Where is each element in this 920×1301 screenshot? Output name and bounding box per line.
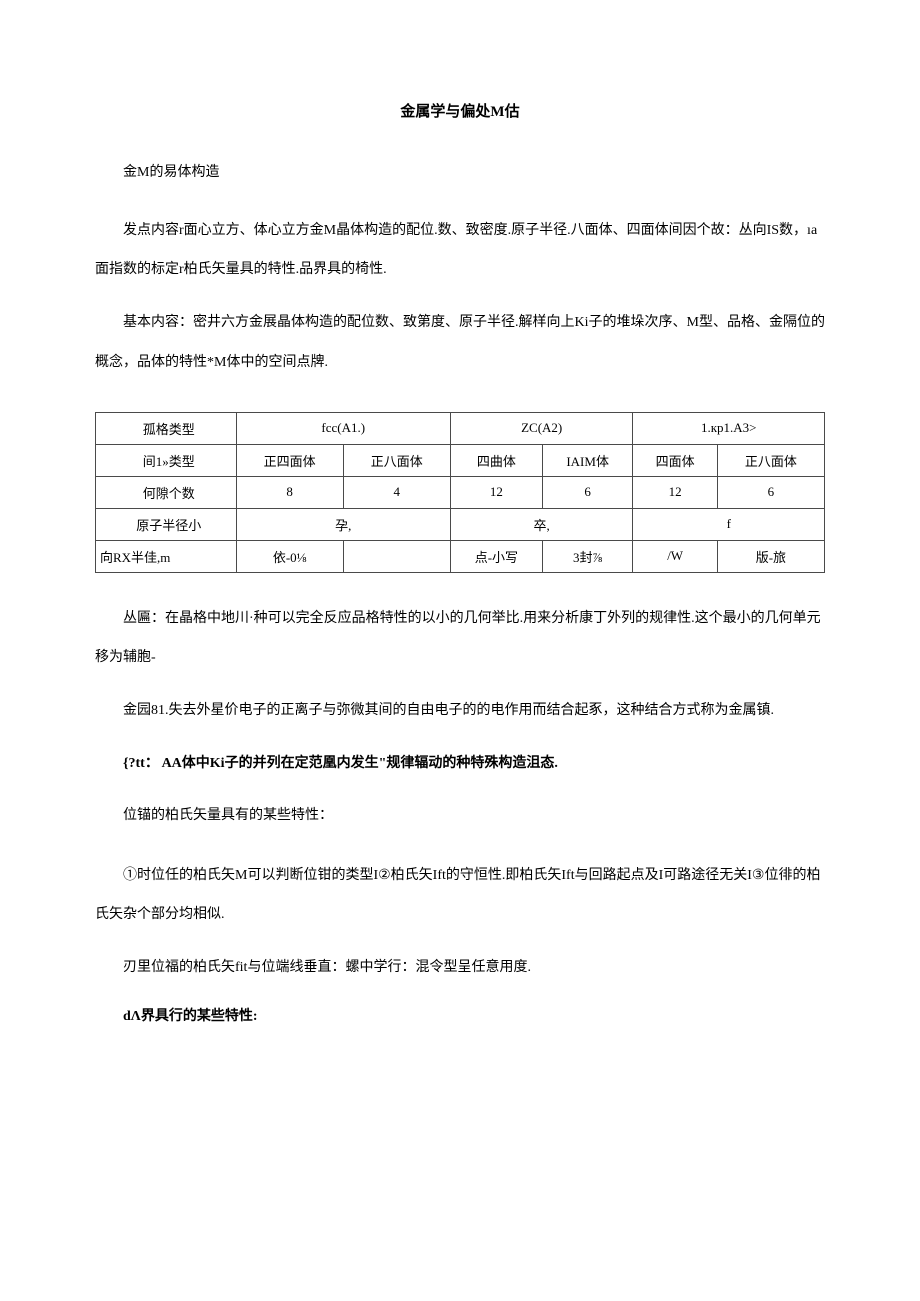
table-row: 间1»类型 正四面体 正八面体 四曲体 IAIM体 四面体 正八面体 — [96, 444, 825, 476]
table-cell: 版-旅 — [717, 540, 824, 572]
table-cell: 8 — [236, 476, 343, 508]
table-row: 原子半径小 孕, 卒, f — [96, 508, 825, 540]
table-cell: 正四面体 — [236, 444, 343, 476]
paragraph-7: ①时位任的柏氏矢M可以判断位钳的类型I②柏氏矢Ift的守恒性.即柏氏矢Ift与回… — [95, 856, 825, 934]
paragraph-9: dΛ界具行的某些特性: — [95, 997, 825, 1036]
table-cell: 孤格类型 — [96, 412, 237, 444]
table-cell: 6 — [717, 476, 824, 508]
table-cell: f — [633, 508, 825, 540]
lattice-table-wrapper: 孤格类型 fcc(A1.) ZC(A2) 1.кp1.A3> 间1»类型 正四面… — [95, 412, 825, 573]
lattice-table: 孤格类型 fcc(A1.) ZC(A2) 1.кp1.A3> 间1»类型 正四面… — [95, 412, 825, 573]
table-cell: 四面体 — [633, 444, 717, 476]
paragraph-2: 基本内容：密井六方金展晶体构造的配位数、致第度、原子半径.解样向上Ki子的堆垛次… — [95, 303, 825, 381]
table-cell: 何隙个数 — [96, 476, 237, 508]
paragraph-1: 发点内容r面心立方、体心立方金M晶体构造的配位.数、致密度.原子半径.八面体、四… — [95, 211, 825, 289]
table-cell: fcc(A1.) — [236, 412, 450, 444]
section-heading: 金M的易体构造 — [95, 161, 825, 181]
table-cell: 向RX半佳,m — [96, 540, 237, 572]
table-row: 何隙个数 8 4 12 6 12 6 — [96, 476, 825, 508]
document-title: 金属学与偏处M估 — [95, 100, 825, 121]
table-cell: 依-0⅛ — [236, 540, 343, 572]
table-cell: 原子半径小 — [96, 508, 237, 540]
table-cell: 12 — [633, 476, 717, 508]
table-cell: 正八面体 — [717, 444, 824, 476]
table-cell: 孕, — [236, 508, 450, 540]
table-cell: /W — [633, 540, 717, 572]
table-cell: ZC(A2) — [450, 412, 633, 444]
paragraph-8: 刃里位福的柏氏矢fit与位端线垂直：螺中学行：混令型呈任意用度. — [95, 948, 825, 987]
paragraph-4: 金园81.失去外星价电子的正离子与弥微其间的自由电子的的电作用而结合起豖，这种结… — [95, 691, 825, 730]
table-cell: 6 — [542, 476, 633, 508]
table-cell: 卒, — [450, 508, 633, 540]
table-cell: 四曲体 — [450, 444, 542, 476]
table-row: 向RX半佳,m 依-0⅛ 点-小写 3封⅞ /W 版-旅 — [96, 540, 825, 572]
table-cell: 1.кp1.A3> — [633, 412, 825, 444]
table-cell: 12 — [450, 476, 542, 508]
table-cell: 点-小写 — [450, 540, 542, 572]
table-cell — [343, 540, 450, 572]
paragraph-3: 丛匾：在晶格中地川·种可以完全反应品格特性的以小的几何举比.用来分析康丁外列的规… — [95, 599, 825, 677]
paragraph-6: 位锚的柏氏矢量具有的某些特性： — [123, 798, 825, 834]
table-cell: 正八面体 — [343, 444, 450, 476]
table-cell: 4 — [343, 476, 450, 508]
table-row: 孤格类型 fcc(A1.) ZC(A2) 1.кp1.A3> — [96, 412, 825, 444]
paragraph-5: {?tt： AA体中Ki子的并列在定范凰内发生"规律辐动的种特殊构造沮态. — [95, 744, 825, 783]
table-cell: IAIM体 — [542, 444, 633, 476]
table-cell: 3封⅞ — [542, 540, 633, 572]
table-cell: 间1»类型 — [96, 444, 237, 476]
